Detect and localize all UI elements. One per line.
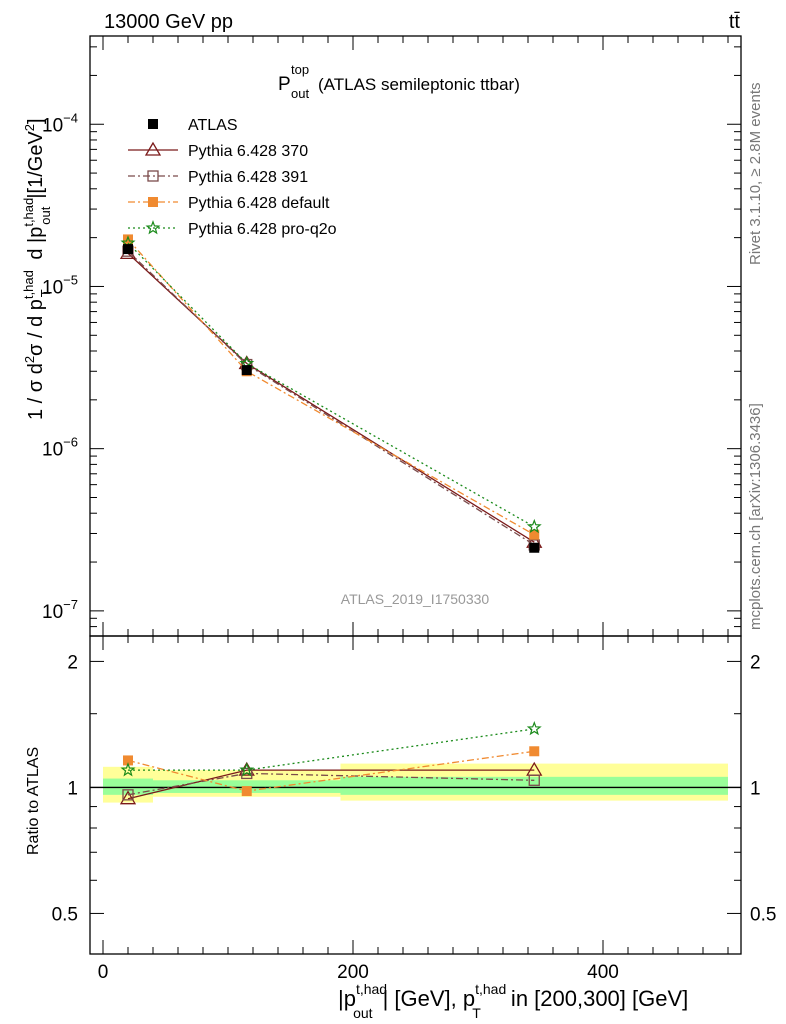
ratio-uncertainty-bands — [90, 763, 741, 803]
x-axis-label: |pt,had out| [GeV], pt,had T in [200,300] … — [338, 981, 688, 1021]
y-tick-label: 10−7 — [42, 597, 78, 623]
legend-marker — [147, 170, 159, 182]
data-point — [241, 365, 252, 376]
title-p: P — [278, 74, 291, 95]
series-line — [127, 250, 535, 546]
ratio-tick-label-right: 0.5 — [750, 904, 776, 925]
main-series — [119, 234, 543, 553]
legend-entry: Pythia 6.428 370 — [128, 141, 308, 160]
x-label-text: |pt,had out| [GeV], pt,had T in [200,300] … — [338, 981, 688, 1021]
ratio-tick-label-left: 1 — [67, 778, 78, 799]
x-tick-label: 0 — [98, 962, 109, 983]
data-point — [526, 518, 542, 534]
ratio-point — [528, 774, 540, 786]
legend-label: Pythia 6.428 default — [188, 195, 330, 212]
ratio-pythia-6-428-pro-q2o — [120, 721, 542, 777]
data-point — [529, 529, 540, 540]
series-pythia-6-428-370 — [119, 245, 543, 548]
main-axis-ticks: 10−7 10−6 10−5 10−4 — [42, 46, 741, 637]
series-line — [127, 242, 535, 528]
main-ylabel-text: 1 / σ d2σ / d pt,had T d |pt,had out|[1/Ge… — [21, 118, 53, 420]
analysis-id: ATLAS_2019_I1750330 — [341, 591, 490, 607]
legend-label: Pythia 6.428 370 — [188, 143, 308, 160]
ratio-line — [127, 769, 535, 800]
ratio-point — [122, 789, 134, 801]
data-point — [123, 244, 133, 255]
mcplots-label: mcplots.cern.ch [arXiv:1306.3436] — [747, 403, 764, 630]
x-tick-label: 200 — [337, 962, 369, 983]
ratio-tick-label-right: 2 — [750, 652, 761, 673]
series-pythia-6-428-pro-q2o — [120, 235, 542, 534]
legend-entry: Pythia 6.428 391 — [128, 169, 308, 186]
green-band — [103, 778, 153, 795]
main-ylabel: 1 / σ d2σ / d pt,had T d |pt,had out|[1/Ge… — [21, 118, 53, 420]
x-axis-ticks: 0 200 400 — [98, 36, 729, 983]
ratio-point — [238, 761, 255, 776]
title-sup: top — [291, 62, 309, 77]
ratio-panel-frame — [89, 635, 742, 955]
series-atlas — [123, 244, 540, 553]
legend-marker — [145, 220, 161, 235]
y-tick-label: 10−4 — [42, 110, 78, 136]
x-tick-label: 400 — [587, 962, 619, 983]
legend-label: Pythia 6.428 391 — [188, 169, 308, 186]
series-line — [127, 252, 535, 543]
data-point — [123, 234, 133, 245]
legend-entry: ATLAS — [148, 117, 238, 134]
legend-label: ATLAS — [188, 117, 238, 134]
ratio-point — [119, 790, 137, 805]
rivet-label: Rivet 3.1.10, ≥ 2.8M events — [747, 83, 764, 266]
ratio-point — [529, 746, 540, 757]
ratio-ylabel: Ratio to ATLAS — [25, 747, 42, 855]
legend-label: Pythia 6.428 pro-q2o — [188, 221, 337, 238]
ratio-point — [120, 762, 136, 777]
data-point — [529, 542, 540, 553]
title-rest: (ATLAS semileptonic ttbar) — [318, 75, 520, 94]
title-sub: out — [291, 86, 309, 101]
main-title: P top out (ATLAS semileptonic ttbar) — [278, 62, 520, 101]
energy-label: 13000 GeV pp — [104, 11, 233, 33]
y-tick-label: 10−5 — [42, 272, 78, 298]
ratio-tick-label-left: 0.5 — [52, 904, 78, 925]
legend: ATLAS Pythia 6.428 370 Pythia 6.428 391 Pyt… — [128, 117, 337, 238]
legend-entry: Pythia 6.428 default — [128, 195, 330, 212]
series-line — [127, 238, 535, 536]
ratio-pythia-6-428-default — [123, 746, 540, 797]
ratio-point — [123, 755, 133, 766]
series-pythia-6-428-391 — [122, 245, 540, 551]
y-tick-label: 10−6 — [42, 435, 78, 461]
ratio-point — [239, 762, 255, 777]
ratio-point — [526, 721, 542, 736]
ratio-point — [241, 786, 252, 797]
series-pythia-6-428-default — [123, 234, 540, 540]
legend-marker — [148, 197, 158, 207]
legend-marker — [144, 141, 162, 156]
ratio-tick-label-right: 1 — [750, 778, 761, 799]
legend-marker — [148, 119, 158, 129]
legend-entry: Pythia 6.428 pro-q2o — [128, 220, 337, 238]
ratio-series — [119, 721, 543, 805]
ratio-point — [241, 767, 253, 780]
ratio-tick-label-left: 2 — [67, 652, 78, 673]
process-label: tt̄ — [729, 11, 741, 33]
ratio-axis-ticks: 0.5 0.5 1 1 2 2 — [52, 652, 777, 925]
